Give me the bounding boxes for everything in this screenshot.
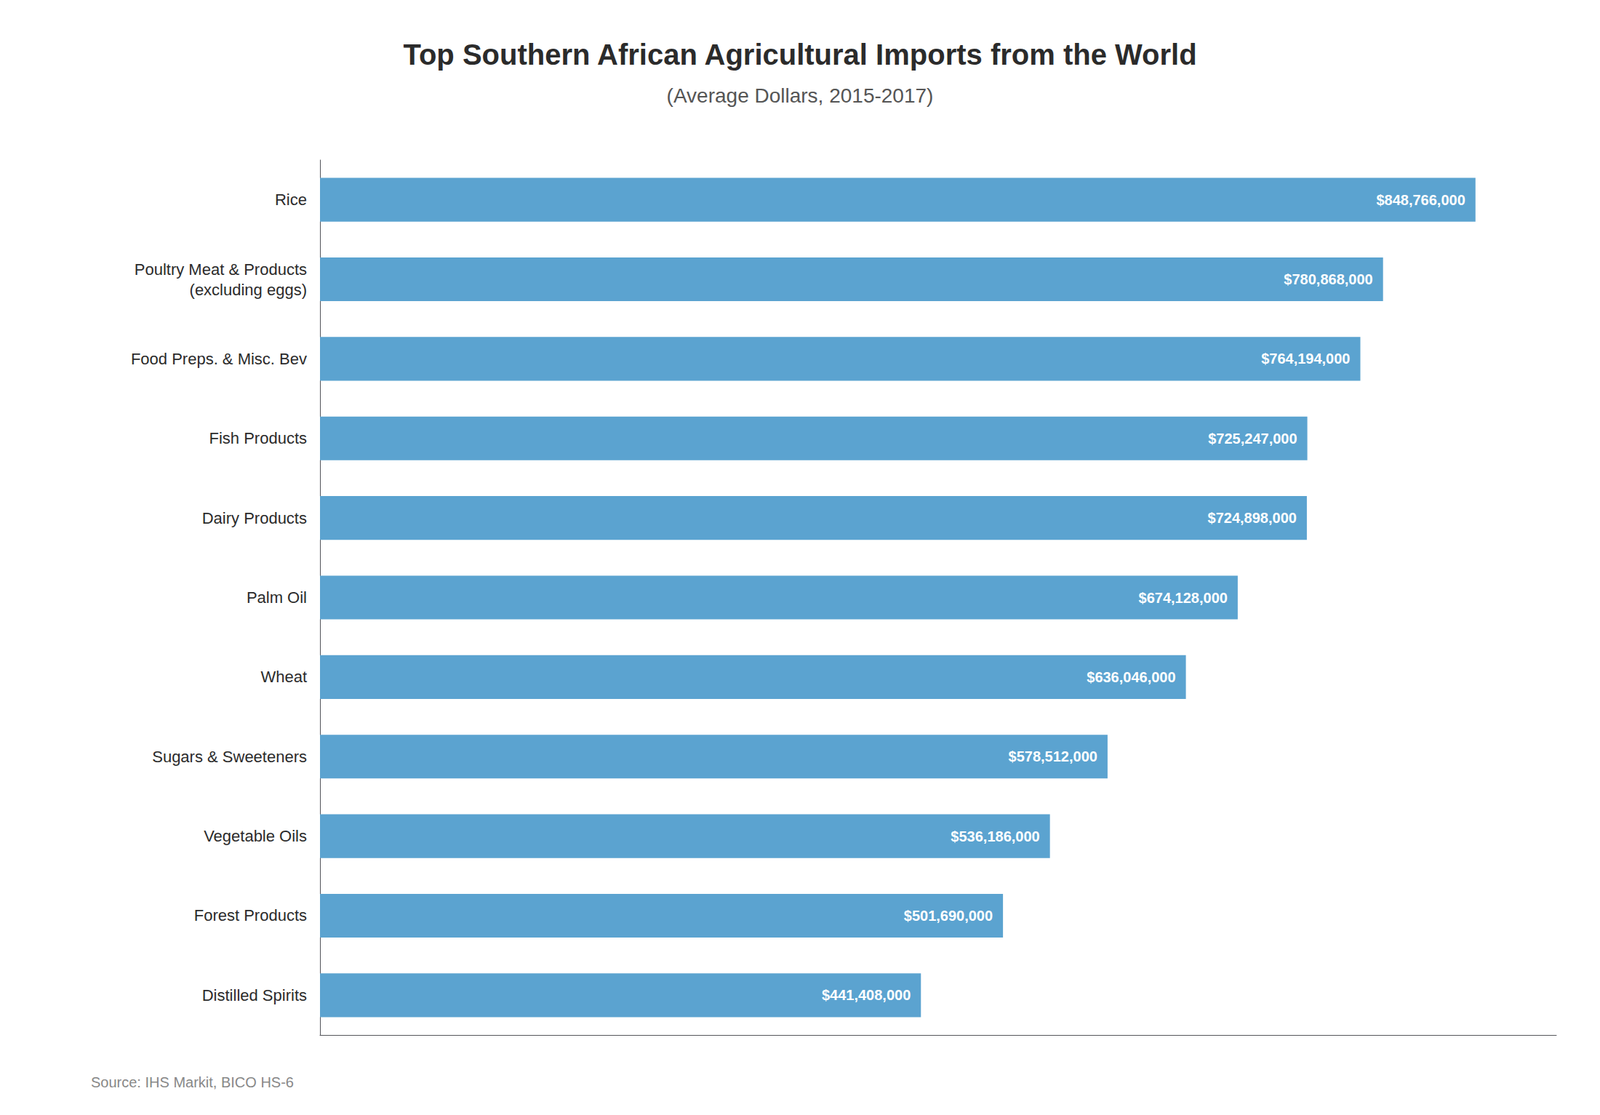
svg-text:Forest Products: Forest Products [194,906,307,925]
svg-text:(Average Dollars, 2015-2017): (Average Dollars, 2015-2017) [666,84,934,107]
svg-text:Rice: Rice [274,190,307,209]
svg-text:Distilled Spirits: Distilled Spirits [202,986,307,1005]
svg-text:Poultry Meat & Products: Poultry Meat & Products [134,260,307,279]
svg-text:$536,186,000: $536,186,000 [950,828,1040,845]
svg-text:Wheat: Wheat [260,667,307,686]
svg-text:$764,194,000: $764,194,000 [1261,350,1350,367]
svg-text:Fish Products: Fish Products [209,429,308,448]
svg-text:$725,247,000: $725,247,000 [1208,430,1297,447]
svg-text:$441,408,000: $441,408,000 [821,986,911,1003]
svg-text:Palm Oil: Palm Oil [246,588,307,607]
svg-text:Source: IHS Markit, BICO HS-6: Source: IHS Markit, BICO HS-6 [90,1074,294,1091]
svg-text:$501,690,000: $501,690,000 [904,907,993,924]
svg-text:$780,868,000: $780,868,000 [1283,271,1373,288]
svg-text:$724,898,000: $724,898,000 [1208,509,1297,526]
svg-text:$636,046,000: $636,046,000 [1086,669,1176,686]
svg-text:Sugars & Sweeteners: Sugars & Sweeteners [152,747,307,766]
svg-text:$674,128,000: $674,128,000 [1138,589,1228,606]
svg-text:Vegetable Oils: Vegetable Oils [203,826,307,846]
svg-text:$848,766,000: $848,766,000 [1376,192,1465,208]
svg-text:Top Southern African Agricultu: Top Southern African Agricultural Import… [402,38,1197,71]
svg-text:$578,512,000: $578,512,000 [1008,748,1098,765]
svg-text:Food Preps. & Misc. Bev: Food Preps. & Misc. Bev [130,349,307,368]
svg-text:Dairy Products: Dairy Products [202,509,307,528]
svg-text:(excluding eggs): (excluding eggs) [189,280,307,299]
